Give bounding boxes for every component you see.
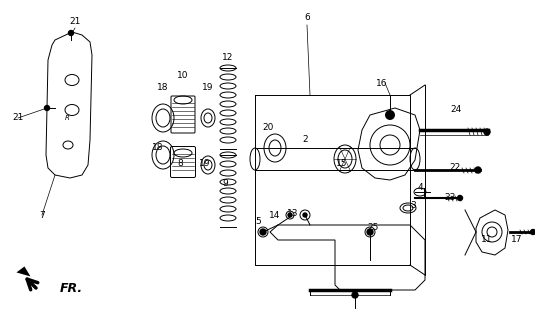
- Circle shape: [260, 229, 266, 235]
- Text: 18: 18: [152, 143, 164, 153]
- Circle shape: [367, 229, 373, 235]
- Circle shape: [457, 196, 462, 201]
- Text: 23: 23: [444, 194, 456, 203]
- Text: 9: 9: [222, 179, 228, 188]
- Text: FR.: FR.: [60, 282, 83, 294]
- Text: 19: 19: [202, 84, 214, 92]
- Text: 5: 5: [255, 218, 261, 227]
- Text: 4: 4: [417, 183, 423, 193]
- Text: 2: 2: [302, 135, 308, 145]
- Polygon shape: [17, 267, 30, 276]
- Text: 7: 7: [39, 211, 45, 220]
- Text: 21: 21: [12, 114, 24, 123]
- Text: 12: 12: [223, 53, 234, 62]
- Text: 18: 18: [157, 84, 169, 92]
- Text: 17: 17: [511, 236, 523, 244]
- Text: 10: 10: [177, 70, 189, 79]
- Text: 22: 22: [449, 164, 461, 172]
- Circle shape: [288, 213, 292, 217]
- Text: R: R: [65, 115, 70, 121]
- Text: 13: 13: [287, 209, 299, 218]
- Text: 21: 21: [70, 18, 81, 27]
- Text: 19: 19: [199, 158, 211, 167]
- Circle shape: [44, 106, 50, 110]
- Text: 14: 14: [269, 211, 281, 220]
- Text: 1: 1: [352, 291, 358, 300]
- Text: 6: 6: [304, 13, 310, 22]
- Text: 24: 24: [450, 106, 462, 115]
- Circle shape: [385, 110, 395, 120]
- Text: 25: 25: [368, 223, 379, 233]
- Circle shape: [484, 129, 490, 135]
- Text: 20: 20: [262, 124, 274, 132]
- Circle shape: [352, 292, 358, 298]
- Text: 8: 8: [177, 158, 183, 167]
- Text: 16: 16: [376, 78, 388, 87]
- Text: 11: 11: [482, 236, 493, 244]
- Circle shape: [303, 213, 307, 217]
- Circle shape: [475, 167, 481, 173]
- Circle shape: [531, 229, 535, 235]
- Text: 3: 3: [410, 201, 416, 210]
- Text: 15: 15: [337, 158, 348, 167]
- Circle shape: [68, 30, 73, 36]
